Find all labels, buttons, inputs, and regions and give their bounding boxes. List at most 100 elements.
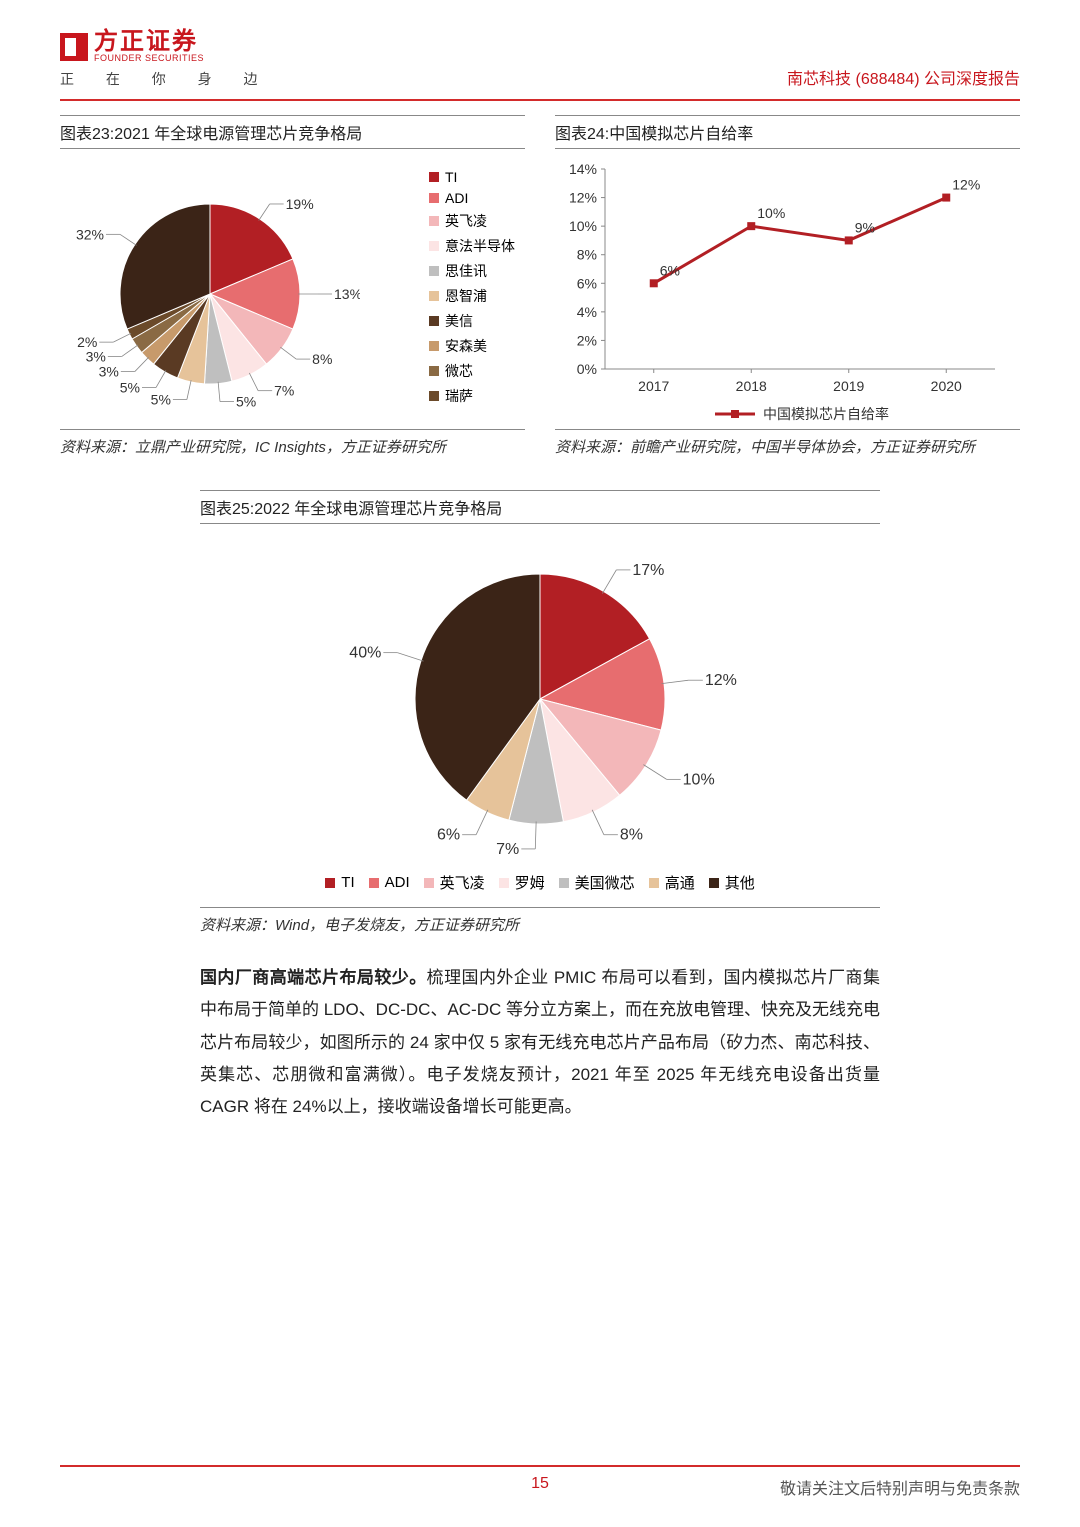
legend-swatch — [429, 391, 439, 401]
legend-item: 恩智浦 — [429, 286, 515, 306]
chart24-line: 0%2%4%6%8%10%12%14%20172018201920206%10%… — [555, 149, 1015, 429]
chart23-source: 资料来源：立鼎产业研究院，IC Insights，方正证券研究所 — [60, 429, 525, 460]
legend-label: ADI — [385, 874, 410, 891]
legend-label: 微芯 — [445, 361, 473, 381]
legend-swatch — [429, 216, 439, 226]
chart25-source: 资料来源：Wind，电子发烧友，方正证券研究所 — [200, 907, 880, 938]
body-bold: 国内厂商高端芯片布局较少。 — [200, 968, 427, 987]
legend-label: TI — [341, 874, 354, 891]
legend-label: 其他 — [725, 872, 755, 893]
legend-label: ADI — [445, 190, 468, 206]
logo-block: 方正证券 FOUNDER SECURITIES 正 在 你 身 边 — [60, 30, 272, 89]
svg-text:6%: 6% — [660, 262, 680, 278]
chart25-title-prefix: 图表25: — [200, 495, 254, 519]
legend-item: 思佳讯 — [429, 261, 515, 281]
legend-item: 美国微芯 — [559, 872, 635, 893]
legend-item: 英飞凌 — [424, 872, 485, 893]
body-paragraph: 国内厂商高端芯片布局较少。梳理国内外企业 PMIC 布局可以看到，国内模拟芯片厂… — [200, 962, 880, 1123]
legend-item: ADI — [429, 190, 515, 206]
legend-swatch — [429, 291, 439, 301]
svg-text:9%: 9% — [855, 219, 875, 235]
svg-text:7%: 7% — [274, 383, 294, 399]
legend-swatch — [649, 878, 659, 888]
chart23-title-prefix: 图表23: — [60, 120, 114, 144]
svg-text:0%: 0% — [577, 361, 597, 377]
svg-text:14%: 14% — [569, 161, 597, 177]
chart24-col: 图表24: 中国模拟芯片自给率 0% 2% 4% 6% 8% 10% 12% 14% 2017 2… — [555, 115, 1020, 460]
legend-swatch — [429, 316, 439, 326]
svg-text:2018: 2018 — [736, 378, 767, 394]
legend-swatch — [429, 266, 439, 276]
legend-item: TI — [429, 169, 515, 185]
legend-swatch — [429, 193, 439, 203]
svg-text:3%: 3% — [86, 348, 106, 364]
legend-item: ADI — [369, 872, 410, 893]
footer-disclaimer: 敬请关注文后特别声明与免责条款 — [780, 1475, 1020, 1499]
page-footer: 15 敬请关注文后特别声明与免责条款 — [60, 1465, 1020, 1499]
logo-cn: 方正证券 — [94, 30, 204, 54]
legend-label: 英飞凌 — [440, 872, 485, 893]
svg-text:6%: 6% — [437, 827, 460, 844]
legend-item: TI — [325, 872, 354, 893]
chart25-pie: 17% 12% 10% 8% 7% 6% 40% — [290, 524, 790, 864]
svg-text:8%: 8% — [620, 827, 643, 844]
chart24-title-text: 中国模拟芯片自给率 — [609, 120, 753, 144]
legend-label: 美信 — [445, 311, 473, 331]
svg-text:17%: 17% — [632, 562, 664, 579]
svg-text:8%: 8% — [312, 351, 332, 367]
legend-swatch — [429, 241, 439, 251]
legend-label: 瑞萨 — [445, 386, 473, 406]
chart23-title-text: 2021 年全球电源管理芯片竞争格局 — [114, 120, 362, 144]
legend-item: 美信 — [429, 311, 515, 331]
svg-text:8%: 8% — [577, 247, 597, 263]
legend-swatch — [559, 878, 569, 888]
legend-swatch — [325, 878, 335, 888]
svg-text:10%: 10% — [757, 205, 785, 221]
legend-item: 微芯 — [429, 361, 515, 381]
legend-label: 高通 — [665, 872, 695, 893]
chart24-area: 0%2%4%6%8%10%12%14%20172018201920206%10%… — [555, 149, 1020, 429]
page-header: 方正证券 FOUNDER SECURITIES 正 在 你 身 边 南芯科技 (… — [60, 30, 1020, 95]
legend-swatch — [424, 878, 434, 888]
legend-item: 英飞凌 — [429, 211, 515, 231]
chart25-wrap: 图表25: 2022 年全球电源管理芯片竞争格局 17%12%10%8%7%6%… — [200, 490, 880, 938]
legend-label: 恩智浦 — [445, 286, 487, 306]
svg-text:12%: 12% — [952, 177, 980, 193]
chart24-title-prefix: 图表24: — [555, 120, 609, 144]
chart23-col: 图表23: 2021 年全球电源管理芯片竞争格局 19%13%8%7%5%5%5… — [60, 115, 525, 460]
svg-text:10%: 10% — [683, 771, 715, 788]
svg-text:5%: 5% — [236, 394, 256, 410]
svg-text:12%: 12% — [569, 190, 597, 206]
svg-text:12%: 12% — [705, 672, 737, 689]
legend-label: 美国微芯 — [575, 872, 635, 893]
svg-text:2020: 2020 — [931, 378, 962, 394]
chart24-source: 资料来源：前瞻产业研究院，中国半导体协会，方正证券研究所 — [555, 429, 1020, 460]
legend-label: 意法半导体 — [445, 236, 515, 256]
legend-swatch — [429, 172, 439, 182]
logo-icon — [60, 33, 88, 61]
legend-item: 意法半导体 — [429, 236, 515, 256]
page-number: 15 — [531, 1475, 549, 1493]
chart23-pie: 19%13%8%7%5%5%5%3%3%2%32% — [60, 149, 360, 429]
body-text: 梳理国内外企业 PMIC 布局可以看到，国内模拟芯片厂商集中布局于简单的 LDO… — [200, 968, 880, 1116]
svg-text:4%: 4% — [577, 304, 597, 320]
legend-swatch — [429, 341, 439, 351]
svg-text:2%: 2% — [577, 332, 597, 348]
legend-swatch — [499, 878, 509, 888]
legend-item: 其他 — [709, 872, 755, 893]
chart23-title: 图表23: 2021 年全球电源管理芯片竞争格局 — [60, 115, 525, 149]
legend-label: 安森美 — [445, 336, 487, 356]
chart25-area: 17% 12% 10% 8% 7% 6% 40% — [200, 524, 880, 864]
tagline: 正 在 你 身 边 — [60, 69, 272, 89]
header-rule — [60, 99, 1020, 101]
svg-text:7%: 7% — [496, 841, 519, 858]
chart25-legend: TIADI英飞凌罗姆美国微芯高通其他 — [200, 872, 880, 893]
legend-swatch — [709, 878, 719, 888]
legend-label: TI — [445, 169, 457, 185]
svg-text:40%: 40% — [349, 645, 381, 662]
chart23-area: 19%13%8%7%5%5%5%3%3%2%32% TIADI英飞凌意法半导体思… — [60, 149, 525, 429]
svg-text:19%: 19% — [286, 196, 314, 212]
svg-text:2017: 2017 — [638, 378, 669, 394]
svg-text:2019: 2019 — [833, 378, 864, 394]
svg-text:中国模拟芯片自给率: 中国模拟芯片自给率 — [763, 406, 889, 422]
